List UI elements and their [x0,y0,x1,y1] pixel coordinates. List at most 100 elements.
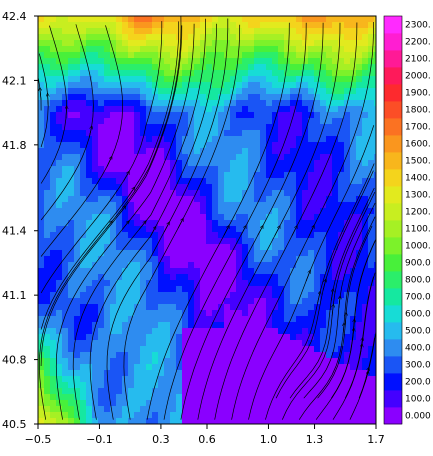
heatmap-cell [182,154,189,161]
heatmap-cell [308,286,315,293]
heatmap-cell [332,232,339,239]
heatmap-cell [164,286,171,293]
heatmap-cell [326,76,333,83]
heatmap-cell [368,28,375,35]
heatmap-cell [212,22,219,29]
heatmap-cell [170,148,177,155]
heatmap-cell [212,76,219,83]
heatmap-cell [314,322,321,329]
heatmap-cell [56,400,63,407]
heatmap-cell [362,100,369,107]
heatmap-cell [128,16,135,23]
heatmap-cell [74,202,81,209]
heatmap-cell [260,70,267,77]
heatmap-cell [344,202,351,209]
heatmap-cell [230,316,237,323]
heatmap-cell [128,190,135,197]
heatmap-cell [134,262,141,269]
heatmap-cell [254,280,261,287]
heatmap-cell [140,100,147,107]
heatmap-cell [350,34,357,41]
heatmap-cell [302,268,309,275]
heatmap-cell [356,274,363,281]
heatmap-cell [188,58,195,65]
heatmap-cell [254,118,261,125]
heatmap-cell [176,376,183,383]
heatmap-cell [44,40,51,47]
heatmap-cell [200,334,207,341]
heatmap-cell [248,190,255,197]
heatmap-cell [374,364,376,371]
heatmap-cell [140,124,147,131]
heatmap-cell [134,340,141,347]
heatmap-cell [170,208,177,215]
heatmap-cell [176,298,183,305]
heatmap-cell [290,352,297,359]
heatmap-cell [170,268,177,275]
heatmap-cell [182,172,189,179]
heatmap-cell [236,358,243,365]
heatmap-cell [248,76,255,83]
heatmap-cell [92,40,99,47]
heatmap-cell [134,310,141,317]
heatmap-cell [98,160,105,167]
heatmap-cell [158,292,165,299]
heatmap-cell [146,412,153,419]
heatmap-cell [212,160,219,167]
heatmap-cell [194,172,201,179]
heatmap-cell [206,100,213,107]
heatmap-cell [302,352,309,359]
heatmap-cell [116,382,123,389]
heatmap-cell [50,262,57,269]
heatmap-cell [254,148,261,155]
heatmap-cell [194,100,201,107]
heatmap-cell [134,166,141,173]
heatmap-cell [242,304,249,311]
heatmap-cell [68,328,75,335]
heatmap-cell [308,346,315,353]
heatmap-cell [344,376,351,383]
heatmap-cell [296,364,303,371]
heatmap-cell [224,154,231,161]
heatmap-cell [218,292,225,299]
heatmap-cell [314,166,321,173]
heatmap-cell [224,220,231,227]
heatmap-cell [314,40,321,47]
heatmap-cell [152,262,159,269]
heatmap-cell [146,334,153,341]
heatmap-cell [134,178,141,185]
heatmap-cell [344,268,351,275]
heatmap-cell [236,406,243,413]
heatmap-cell [44,148,51,155]
heatmap-cell [194,256,201,263]
heatmap-cell [74,322,81,329]
heatmap-cell [254,166,261,173]
heatmap-cell [212,184,219,191]
heatmap-cell [284,64,291,71]
heatmap-cell [116,412,123,419]
heatmap-cell [206,214,213,221]
heatmap-cell [164,310,171,317]
heatmap-cell [248,310,255,317]
heatmap-cell [344,364,351,371]
heatmap-cell [302,28,309,35]
heatmap-cell [98,178,105,185]
heatmap-cell [164,28,171,35]
heatmap-cell [74,160,81,167]
heatmap-cell [194,268,201,275]
heatmap-cell [212,238,219,245]
heatmap-cell [62,346,69,353]
heatmap-cell [272,34,279,41]
heatmap-cell [236,322,243,329]
heatmap-cell [140,196,147,203]
heatmap-cell [344,190,351,197]
heatmap-cell [158,16,165,23]
heatmap-cell [74,100,81,107]
heatmap-cell [230,166,237,173]
heatmap-cell [68,358,75,365]
heatmap-cell [320,82,327,89]
colorbar-swatch [384,305,402,323]
heatmap-cell [206,274,213,281]
heatmap-cell [194,280,201,287]
heatmap-cell [194,208,201,215]
